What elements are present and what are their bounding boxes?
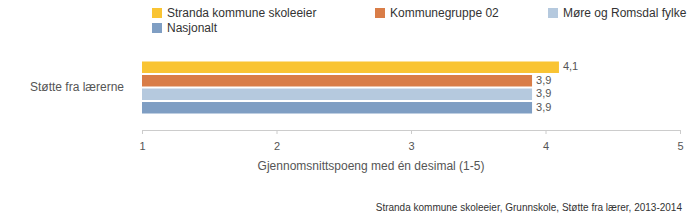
bar [142, 102, 532, 113]
legend-swatch [375, 8, 385, 18]
source-note: Stranda kommune skoleeier, Grunnskole, S… [376, 202, 683, 213]
data-label: 3,9 [536, 87, 551, 99]
x-tick-mark [680, 130, 681, 134]
y-axis: Støtte fra lærerne [30, 56, 125, 121]
bars [142, 62, 559, 114]
bar [142, 62, 559, 73]
x-axis: 1 2 3 4 5 [139, 130, 683, 152]
x-tick-label: 3 [408, 140, 414, 152]
legend-item: Kommunegruppe 02 [375, 6, 499, 20]
x-tick: 5 [677, 130, 683, 152]
x-tick-label: 1 [139, 140, 145, 152]
x-tick-mark [411, 130, 412, 134]
y-tick: Støtte fra lærerne [30, 80, 124, 94]
data-label: 4,1 [563, 60, 578, 72]
data-labels: 4,13,93,93,9 [536, 60, 578, 113]
data-label: 3,9 [536, 101, 551, 113]
x-tick-mark [142, 130, 143, 134]
legend-item: Nasjonalt [152, 21, 218, 35]
legend-swatch [548, 8, 558, 18]
bar [142, 89, 532, 100]
x-tick-label: 2 [274, 140, 280, 152]
x-tick-label: 5 [677, 140, 683, 152]
x-axis-title: Gjennomsnittspoeng med én desimal (1-5) [258, 159, 485, 173]
legend-label: Kommunegruppe 02 [390, 6, 499, 20]
legend-item: Stranda kommune skoleeier [152, 6, 316, 20]
x-tick: 3 [408, 130, 414, 152]
y-axis-line [124, 56, 125, 121]
legend-swatch [152, 8, 162, 18]
x-tick: 4 [543, 130, 549, 152]
x-tick-label: 4 [543, 140, 549, 152]
x-axis-line [143, 131, 681, 135]
x-tick-mark [277, 130, 278, 134]
x-tick: 2 [274, 130, 280, 152]
legend-item: Møre og Romsdal fylke [548, 6, 687, 20]
y-tick-label: Støtte fra lærerne [30, 80, 124, 94]
legend-label: Stranda kommune skoleeier [167, 6, 316, 20]
legend: Stranda kommune skoleeier Kommunegruppe 0… [152, 6, 687, 35]
bar [142, 75, 532, 86]
x-tick: 1 [139, 130, 145, 152]
chart: Stranda kommune skoleeier Kommunegruppe 0… [0, 0, 700, 223]
legend-swatch [152, 23, 162, 33]
data-label: 3,9 [536, 74, 551, 86]
legend-label: Møre og Romsdal fylke [563, 6, 687, 20]
legend-label: Nasjonalt [167, 21, 218, 35]
x-tick-mark [546, 130, 547, 134]
